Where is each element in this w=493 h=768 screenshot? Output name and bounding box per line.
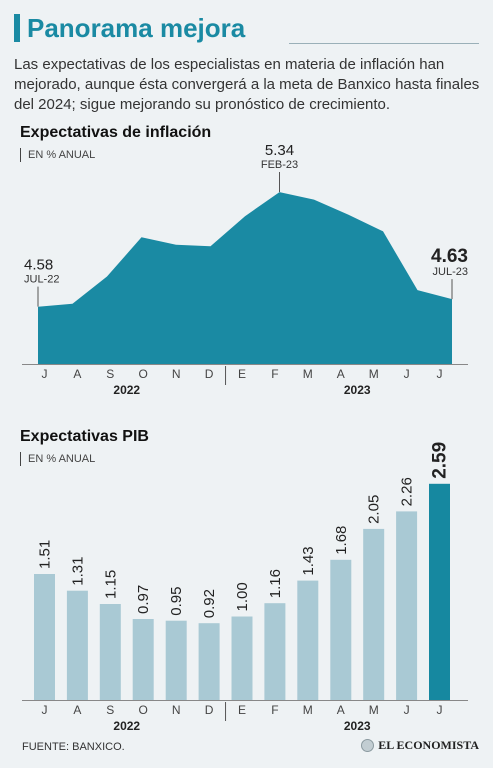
gdp-bar	[231, 616, 253, 700]
gdp-year-label: 2023	[344, 719, 371, 733]
inflation-peak-value-label: 5.34	[265, 142, 294, 159]
gdp-month-label: D	[205, 703, 214, 717]
gdp-chart-unit: EN % ANUAL	[20, 452, 95, 466]
gdp-month-label: S	[106, 703, 114, 717]
inflation-end-date-label: JUL-23	[433, 266, 468, 278]
inflation-chart-title: Expectativas de inflación	[20, 124, 212, 141]
gdp-bar	[132, 619, 154, 700]
gdp-month-label: E	[238, 703, 246, 717]
gdp-bar-label: 1.15	[102, 570, 119, 599]
gdp-bar-label: 0.97	[135, 585, 152, 614]
inflation-month-label: S	[106, 367, 114, 381]
inflation-start-date-label: JUL-22	[24, 274, 59, 286]
inflation-month-label: A	[73, 367, 81, 381]
gdp-bar	[429, 483, 450, 700]
inflation-start-value-label: 4.58	[24, 257, 53, 274]
logo-icon	[361, 739, 375, 752]
gdp-month-label: F	[271, 703, 278, 717]
gdp-bar-label: 0.95	[168, 586, 185, 615]
inflation-month-label: A	[337, 367, 345, 381]
inflation-year-label: 2022	[113, 383, 140, 397]
inflation-month-label: J	[42, 367, 48, 381]
gdp-bar-label: 1.68	[333, 526, 350, 555]
gdp-bar-label: 1.43	[300, 546, 317, 575]
gdp-month-label: M	[303, 703, 313, 717]
gdp-month-label: A	[337, 703, 345, 717]
gdp-bar-label: 2.05	[366, 495, 383, 524]
inflation-month-label: N	[172, 367, 181, 381]
gdp-month-label: A	[73, 703, 81, 717]
gdp-year-label: 2022	[113, 719, 140, 733]
gdp-bar	[34, 574, 55, 700]
gdp-bar-label: 1.00	[234, 582, 251, 611]
inflation-month-label: D	[205, 367, 214, 381]
gdp-bar	[165, 620, 187, 700]
inflation-peak-date-label: FEB-23	[261, 159, 298, 171]
inflation-year-label: 2023	[344, 383, 371, 397]
gdp-bar	[99, 604, 121, 700]
gdp-month-label: J	[437, 703, 443, 717]
gdp-month-label: M	[369, 703, 379, 717]
gdp-bar-label: 2.59	[430, 442, 451, 479]
gdp-bar-label: 1.31	[69, 556, 86, 585]
title-rule	[289, 43, 479, 44]
inflation-month-label: J	[437, 367, 443, 381]
gdp-bar-label: 1.51	[37, 540, 54, 569]
inflation-end-value-label: 4.63	[431, 246, 468, 267]
gdp-bar	[330, 559, 352, 700]
gdp-month-label: J	[404, 703, 410, 717]
title-accent-bar	[14, 14, 20, 42]
gdp-bar	[264, 603, 286, 700]
title-block: Panorama mejora	[14, 12, 479, 44]
gdp-bar-label: 2.26	[399, 477, 416, 506]
gdp-bar-label: 1.16	[267, 569, 284, 598]
inflation-chart-unit: EN % ANUAL	[20, 148, 95, 162]
gdp-bar	[297, 580, 319, 700]
inflation-month-label: M	[303, 367, 313, 381]
gdp-bar	[198, 623, 220, 700]
intro-text: Las expectativas de los especialistas en…	[14, 56, 480, 113]
inflation-month-label: F	[271, 367, 278, 381]
gdp-bar	[66, 590, 88, 700]
source-note: FUENTE: BANXICO.	[22, 741, 125, 753]
inflation-month-label: O	[139, 367, 148, 381]
gdp-month-label: O	[139, 703, 148, 717]
gdp-bar	[363, 528, 385, 700]
gdp-month-label: J	[42, 703, 48, 717]
inflation-month-label: J	[404, 367, 410, 381]
publisher-logo: EL ECONOMISTA	[361, 738, 479, 753]
gdp-bar-label: 0.92	[201, 589, 218, 618]
gdp-month-label: N	[172, 703, 181, 717]
inflation-month-label: E	[238, 367, 246, 381]
inflation-month-label: M	[369, 367, 379, 381]
gdp-chart-title: Expectativas PIB	[20, 428, 149, 445]
gdp-bar	[396, 511, 418, 700]
inflation-area	[38, 192, 452, 364]
page-title: Panorama mejora	[27, 13, 246, 43]
logo-text: EL ECONOMISTA	[378, 738, 479, 752]
